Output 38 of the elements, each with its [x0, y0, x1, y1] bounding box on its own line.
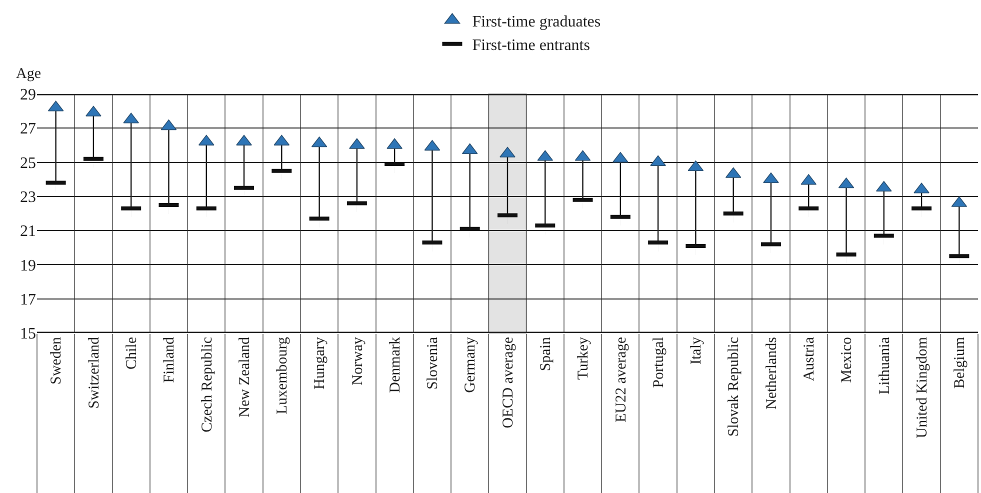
y-axis-title: Age [16, 66, 42, 82]
y-tick-label: 19 [20, 257, 36, 274]
y-tick-label: 17 [20, 291, 36, 308]
point [612, 152, 628, 163]
legend-label: First-time graduates [472, 13, 601, 30]
point [763, 172, 779, 184]
x-tick-label: Portugal [650, 337, 667, 388]
x-tick-label: Hungary [312, 336, 328, 390]
x-tick-label: Turkey [576, 336, 592, 380]
x-tick-label: Lithuania [876, 336, 893, 394]
y-tick-label: 27 [20, 120, 36, 138]
x-tick-label: Slovak Republic [726, 336, 742, 437]
x-tick-label: Denmark [387, 336, 404, 393]
x-tick-label: Slovenia [425, 336, 442, 390]
legend-label: First-time entrants [472, 37, 590, 54]
y-tick-label: 21 [20, 223, 36, 240]
x-tick-label: Finland [162, 336, 178, 383]
x-tick-label: Austria [801, 336, 818, 382]
x-tick-label: OECD average [500, 336, 516, 428]
x-tick-label: Chile [124, 336, 140, 370]
x-tick-label: EU22 average [613, 336, 630, 422]
x-tick-label: Spain [538, 336, 554, 372]
x-tick-label: Italy [688, 336, 705, 364]
x-tick-label: New Zealand [236, 336, 253, 418]
x-tick-label: Luxembourg [274, 336, 291, 414]
x-tick-label: Netherlands [764, 336, 780, 410]
x-tick-label: Switzerland [86, 336, 102, 409]
x-tick-label: United Kingdom [914, 336, 930, 438]
y-tick-label: 25 [20, 154, 36, 172]
y-tick-label: 15 [20, 326, 36, 343]
x-tick-label: Mexico [839, 337, 856, 383]
x-tick-label: Norway [350, 336, 366, 386]
x-tick-label: Czech Republic [199, 336, 216, 432]
x-tick-label: Germany [462, 336, 479, 393]
x-tick-label: Sweden [48, 336, 65, 384]
y-tick-label: 23 [20, 189, 36, 206]
y-tick-label: 29 [20, 86, 36, 104]
x-tick-label: Belgium [952, 336, 968, 389]
